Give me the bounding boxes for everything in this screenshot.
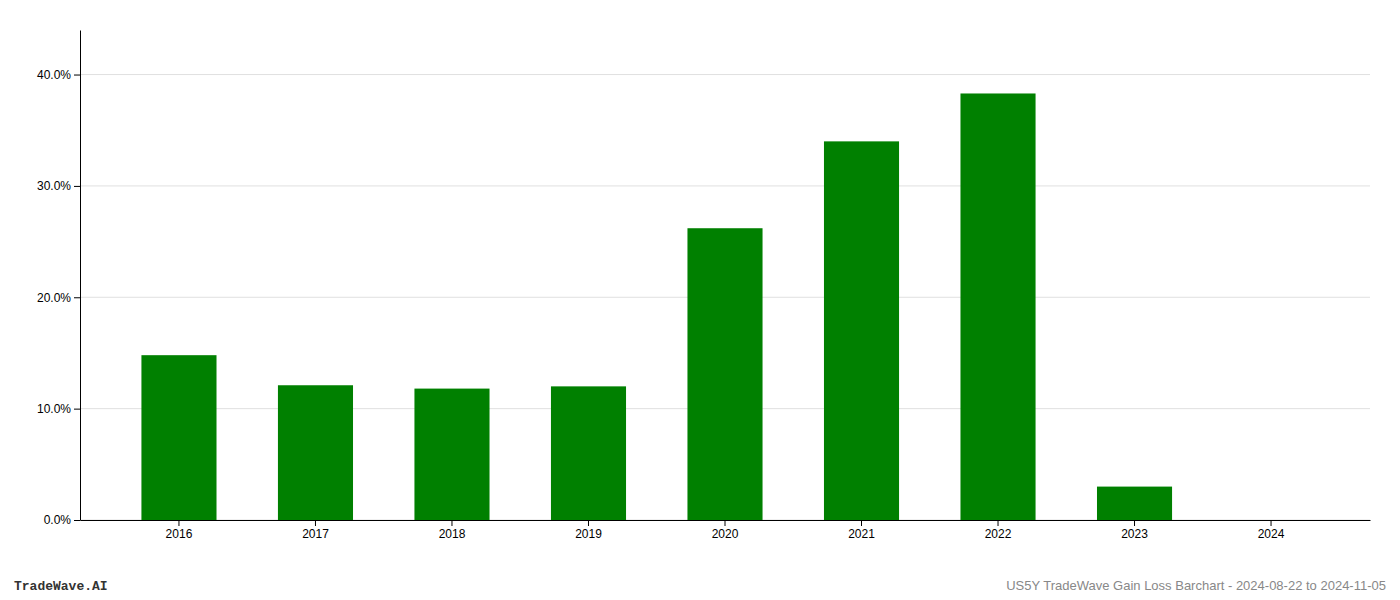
- x-tick-label: 2020: [712, 527, 739, 541]
- x-axis: 2016 2017 2018 2019 2020 2021 2022 2023 2024: [81, 520, 1371, 541]
- y-tick-label: 10.0%: [37, 402, 71, 416]
- x-tick-label: 2024: [1258, 527, 1285, 541]
- x-tick-mark: [998, 520, 999, 526]
- bar: [414, 389, 489, 520]
- x-tick-label: 2021: [848, 527, 875, 541]
- y-tick: 30.0%: [37, 179, 80, 193]
- x-tick: 2019: [575, 520, 602, 541]
- y-tick-label: 40.0%: [37, 68, 71, 82]
- x-tick-mark: [451, 520, 452, 526]
- x-tick-mark: [861, 520, 862, 526]
- footer-right: US5Y TradeWave Gain Loss Barchart - 2024…: [1006, 578, 1386, 593]
- y-tick-label: 30.0%: [37, 179, 71, 193]
- x-tick-mark: [178, 520, 179, 526]
- x-tick-label: 2017: [302, 527, 329, 541]
- x-tick-label: 2016: [166, 527, 193, 541]
- y-tick: 10.0%: [37, 402, 80, 416]
- x-tick: 2022: [985, 520, 1012, 541]
- x-tick-mark: [1134, 520, 1135, 526]
- y-axis: 0.0% 10.0% 20.0% 30.0% 40.0%: [37, 31, 81, 528]
- footer-left: TradeWave.AI: [14, 579, 108, 594]
- x-tick-label: 2023: [1121, 527, 1148, 541]
- plot-area: 0.0% 10.0% 20.0% 30.0% 40.0% 2016 2017 2018 2019…: [37, 31, 1371, 541]
- x-tick: 2020: [712, 520, 739, 541]
- x-tick: 2021: [848, 520, 875, 541]
- y-tick-label: 20.0%: [37, 291, 71, 305]
- bar: [551, 386, 626, 520]
- bar: [687, 228, 762, 520]
- chart-svg: 0.0% 10.0% 20.0% 30.0% 40.0% 2016 2017 2018 2019…: [0, 0, 1400, 600]
- x-tick: 2016: [166, 520, 193, 541]
- bars: [141, 93, 1172, 520]
- x-tick: 2018: [439, 520, 466, 541]
- x-tick-mark: [725, 520, 726, 526]
- x-tick: 2023: [1121, 520, 1148, 541]
- y-tick: 40.0%: [37, 68, 80, 82]
- bar: [1097, 487, 1172, 520]
- x-tick-mark: [315, 520, 316, 526]
- x-tick-label: 2019: [575, 527, 602, 541]
- bar: [960, 93, 1035, 520]
- grid-line: [80, 74, 1370, 75]
- y-tick: 20.0%: [37, 291, 80, 305]
- x-tick-mark: [1271, 520, 1272, 526]
- bar: [278, 385, 353, 520]
- y-axis-line: [80, 31, 81, 521]
- y-tick: 0.0%: [44, 513, 80, 527]
- y-tick-label: 0.0%: [44, 513, 72, 527]
- y-tick-mark: [74, 186, 80, 187]
- x-tick-label: 2018: [439, 527, 466, 541]
- y-tick-mark: [74, 520, 80, 521]
- bar: [824, 141, 899, 520]
- y-tick-mark: [74, 409, 80, 410]
- x-tick-mark: [588, 520, 589, 526]
- bar: [141, 355, 216, 520]
- x-tick: 2024: [1258, 520, 1285, 541]
- x-tick-label: 2022: [985, 527, 1012, 541]
- x-tick: 2017: [302, 520, 329, 541]
- grid: [80, 75, 1370, 520]
- y-tick-mark: [74, 75, 80, 76]
- bar: [1233, 520, 1308, 521]
- y-tick-mark: [74, 297, 80, 298]
- grid-line: [80, 185, 1370, 186]
